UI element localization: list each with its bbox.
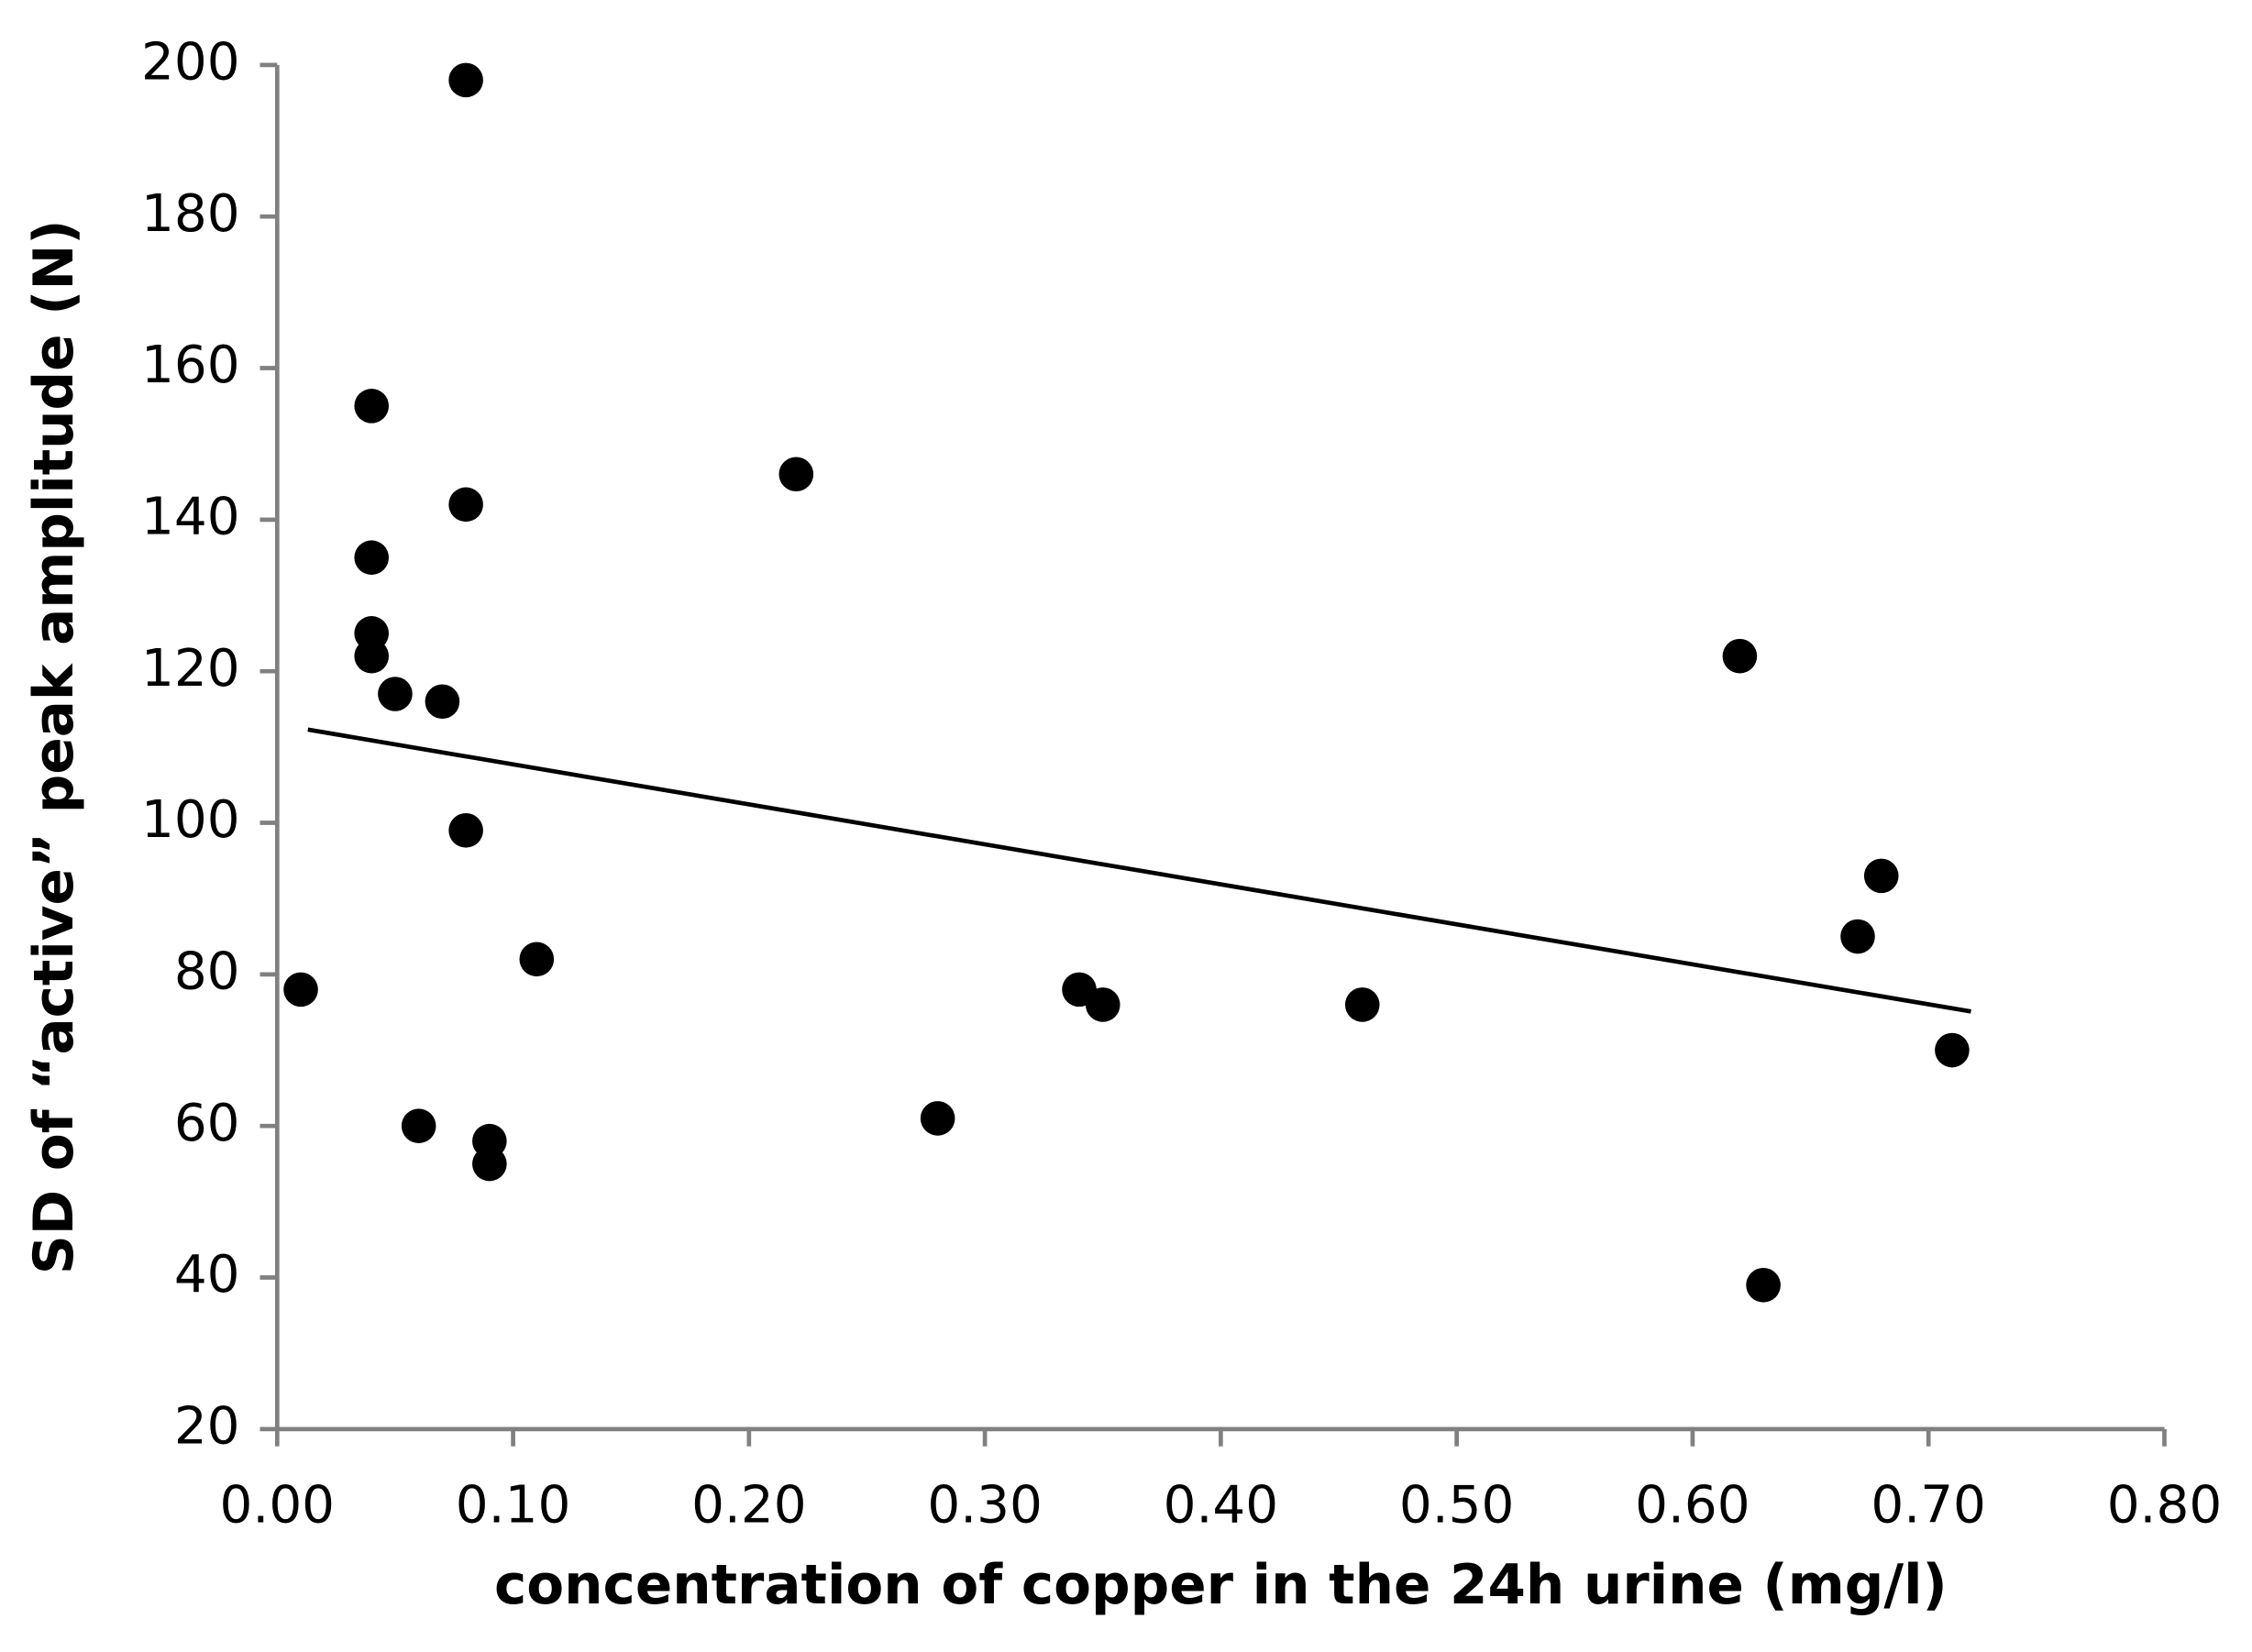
point — [1863, 858, 1899, 894]
point — [519, 942, 555, 977]
x-tick-label: 0.20 — [691, 1476, 807, 1536]
y-tick-label: 160 — [141, 336, 240, 395]
point — [378, 677, 413, 711]
point — [1935, 1032, 1970, 1068]
point — [448, 487, 483, 523]
y-tick-label: 20 — [174, 1396, 240, 1456]
x-tick-label: 0.00 — [220, 1476, 336, 1536]
point — [283, 972, 318, 1008]
point — [1344, 987, 1380, 1022]
y-tick-label: 180 — [141, 184, 240, 244]
y-tick-label: 140 — [141, 487, 240, 546]
point — [401, 1108, 436, 1143]
point — [354, 540, 390, 575]
x-tick-label: 0.30 — [927, 1476, 1043, 1536]
point — [354, 638, 390, 674]
point — [1746, 1267, 1781, 1303]
point — [448, 812, 483, 848]
point — [1840, 919, 1875, 954]
x-tick-label: 0.10 — [456, 1476, 571, 1536]
y-tick-label: 120 — [141, 639, 240, 699]
point — [1085, 987, 1120, 1022]
point — [448, 62, 483, 98]
x-tick-label: 0.60 — [1635, 1476, 1750, 1536]
point — [425, 684, 460, 720]
point — [1722, 638, 1758, 674]
x-tick-label: 0.70 — [1871, 1476, 1986, 1536]
point — [778, 457, 814, 492]
trend-line — [307, 727, 1971, 1014]
point — [920, 1101, 955, 1136]
x-tick-label: 0.50 — [1399, 1476, 1515, 1536]
y-axis-title: SD of “active” peak amplitude (N) — [23, 220, 86, 1275]
x-tick-label: 0.40 — [1164, 1476, 1279, 1536]
y-tick-label: 80 — [174, 942, 240, 1001]
y-tick-label: 100 — [141, 790, 240, 850]
y-tick-label: 200 — [141, 32, 240, 92]
x-axis-title: concentration of copper in the 24h urine… — [494, 1554, 1948, 1617]
point — [472, 1146, 507, 1182]
y-tick-label: 40 — [174, 1245, 240, 1305]
x-tick-label: 0.80 — [2107, 1476, 2223, 1536]
point — [354, 389, 390, 424]
y-tick-label: 60 — [174, 1094, 240, 1153]
